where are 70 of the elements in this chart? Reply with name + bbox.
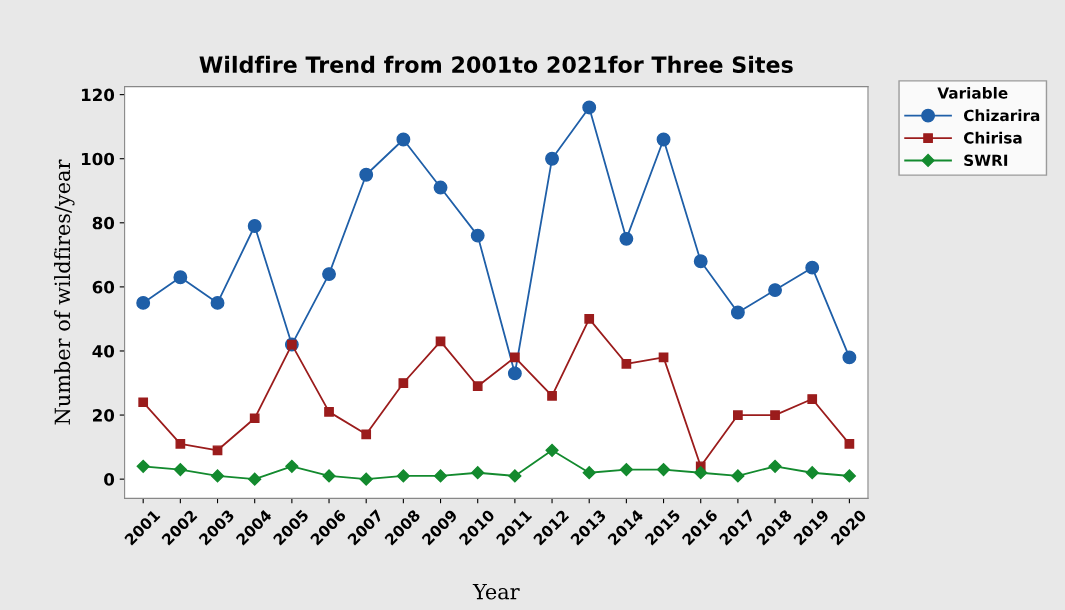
point	[285, 459, 299, 473]
point	[510, 352, 520, 363]
point	[359, 472, 373, 486]
point	[173, 270, 188, 285]
point	[768, 283, 782, 298]
point	[396, 132, 411, 147]
point	[322, 267, 336, 282]
point	[248, 472, 262, 486]
chart-title: Wildfire Trend from 2001to 2021for Three Sites	[199, 55, 793, 74]
point	[842, 469, 856, 483]
point	[730, 305, 745, 320]
point	[322, 469, 336, 483]
point	[619, 462, 633, 477]
legend-label: Chirisa	[963, 131, 1022, 144]
point	[398, 378, 409, 388]
point	[435, 336, 446, 347]
point	[175, 439, 186, 449]
point	[547, 390, 557, 401]
point	[173, 462, 187, 477]
legend-title: Variable	[937, 86, 1008, 99]
point	[470, 228, 485, 243]
point	[136, 459, 150, 473]
y-tick-label: 100	[81, 152, 115, 166]
point	[545, 151, 559, 166]
point	[807, 394, 818, 404]
point	[136, 295, 151, 310]
point	[396, 469, 410, 483]
point	[582, 466, 596, 480]
point	[770, 410, 780, 420]
point	[694, 466, 708, 480]
point	[619, 231, 634, 246]
point	[842, 350, 857, 365]
point	[138, 397, 149, 408]
point	[731, 469, 745, 483]
point	[582, 100, 597, 115]
point	[656, 462, 671, 477]
y-tick-label: 120	[81, 88, 115, 102]
point	[361, 429, 372, 440]
point	[359, 167, 374, 182]
point	[324, 406, 334, 417]
point	[805, 260, 820, 275]
point	[212, 445, 223, 456]
point	[621, 358, 632, 369]
legend-label: SWRI	[964, 154, 1008, 167]
point	[844, 439, 855, 449]
point	[472, 381, 483, 392]
point	[584, 314, 595, 324]
point	[733, 410, 743, 420]
y-tick-label: 20	[93, 409, 115, 422]
point	[545, 443, 559, 457]
point	[508, 469, 522, 483]
point	[210, 469, 225, 483]
point	[247, 219, 262, 233]
point	[805, 466, 819, 480]
point	[433, 180, 448, 195]
point	[471, 466, 485, 480]
x-axis-title: Year	[472, 583, 520, 600]
point	[210, 295, 225, 310]
y-tick-label: 40	[92, 344, 115, 358]
point	[433, 469, 448, 483]
point	[507, 366, 522, 381]
point	[656, 132, 671, 147]
point	[768, 459, 782, 473]
point	[249, 413, 260, 424]
point	[693, 254, 708, 269]
y-tick-label: 80	[92, 216, 115, 230]
y-axis-title: Number of wildfires/year	[54, 159, 75, 425]
legend-label: Chizarira	[963, 109, 1040, 122]
y-tick-label: 60	[92, 280, 115, 294]
y-tick-label: 0	[104, 473, 115, 486]
